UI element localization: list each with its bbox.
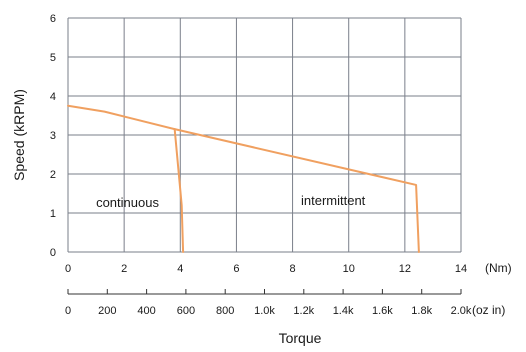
y-tick-label: 1: [50, 208, 56, 220]
x-tick-label: 4: [177, 263, 183, 275]
x-tick-label: 6: [233, 263, 239, 275]
x2-tick-label: 600: [177, 305, 195, 317]
y-tick-label: 0: [50, 247, 56, 259]
x-tick-label: 8: [290, 263, 296, 275]
x-axis-title: Torque: [279, 330, 322, 346]
y-axis-title: Speed (kRPM): [11, 89, 27, 181]
x2-tick-label: 1.4k: [333, 305, 354, 317]
x-tick-label: 14: [455, 263, 467, 275]
curve-intermittent: [173, 128, 420, 253]
y-tick-labels: 0 1 2 3 4 5 6: [50, 13, 56, 259]
region-annotations: continuous intermittent: [96, 193, 366, 210]
secondary-x-axis: 0 200 400 600 800 1.0k 1.2k 1.4k 1.6k 1.8k 2.0k: [65, 289, 472, 317]
x2-tick-label: 400: [137, 305, 155, 317]
x-tick-label: 10: [343, 263, 355, 275]
chart-grid: [67, 17, 462, 253]
y-tick-label: 5: [50, 52, 56, 64]
x2-tick-label: 1.0k: [254, 305, 275, 317]
x2-tick-label: 1.8k: [411, 305, 432, 317]
y-tick-label: 3: [50, 130, 56, 142]
x-tick-label: 12: [399, 263, 411, 275]
curve-continuous: [67, 104, 185, 253]
x2-tick-label: 0: [65, 305, 71, 317]
x-tick-label: 0: [65, 263, 71, 275]
y-tick-label: 6: [50, 13, 56, 25]
x-tick-labels: 0 2 4 6 8 10 12 14: [65, 263, 467, 275]
y-tick-label: 2: [50, 169, 56, 181]
y-tick-label: 4: [50, 91, 56, 103]
x2-tick-label: 200: [98, 305, 116, 317]
x-tick-label: 2: [121, 263, 127, 275]
x-axis-unit: (Nm): [485, 261, 512, 275]
annotation-continuous: continuous: [96, 195, 159, 210]
annotation-intermittent: intermittent: [301, 193, 366, 208]
x2-axis-unit: (oz in): [472, 303, 505, 317]
performance-curves: [67, 104, 420, 253]
x2-tick-label: 1.6k: [372, 305, 393, 317]
x2-tick-label: 800: [216, 305, 234, 317]
x2-tick-label: 2.0k: [451, 305, 472, 317]
x2-tick-label: 1.2k: [293, 305, 314, 317]
